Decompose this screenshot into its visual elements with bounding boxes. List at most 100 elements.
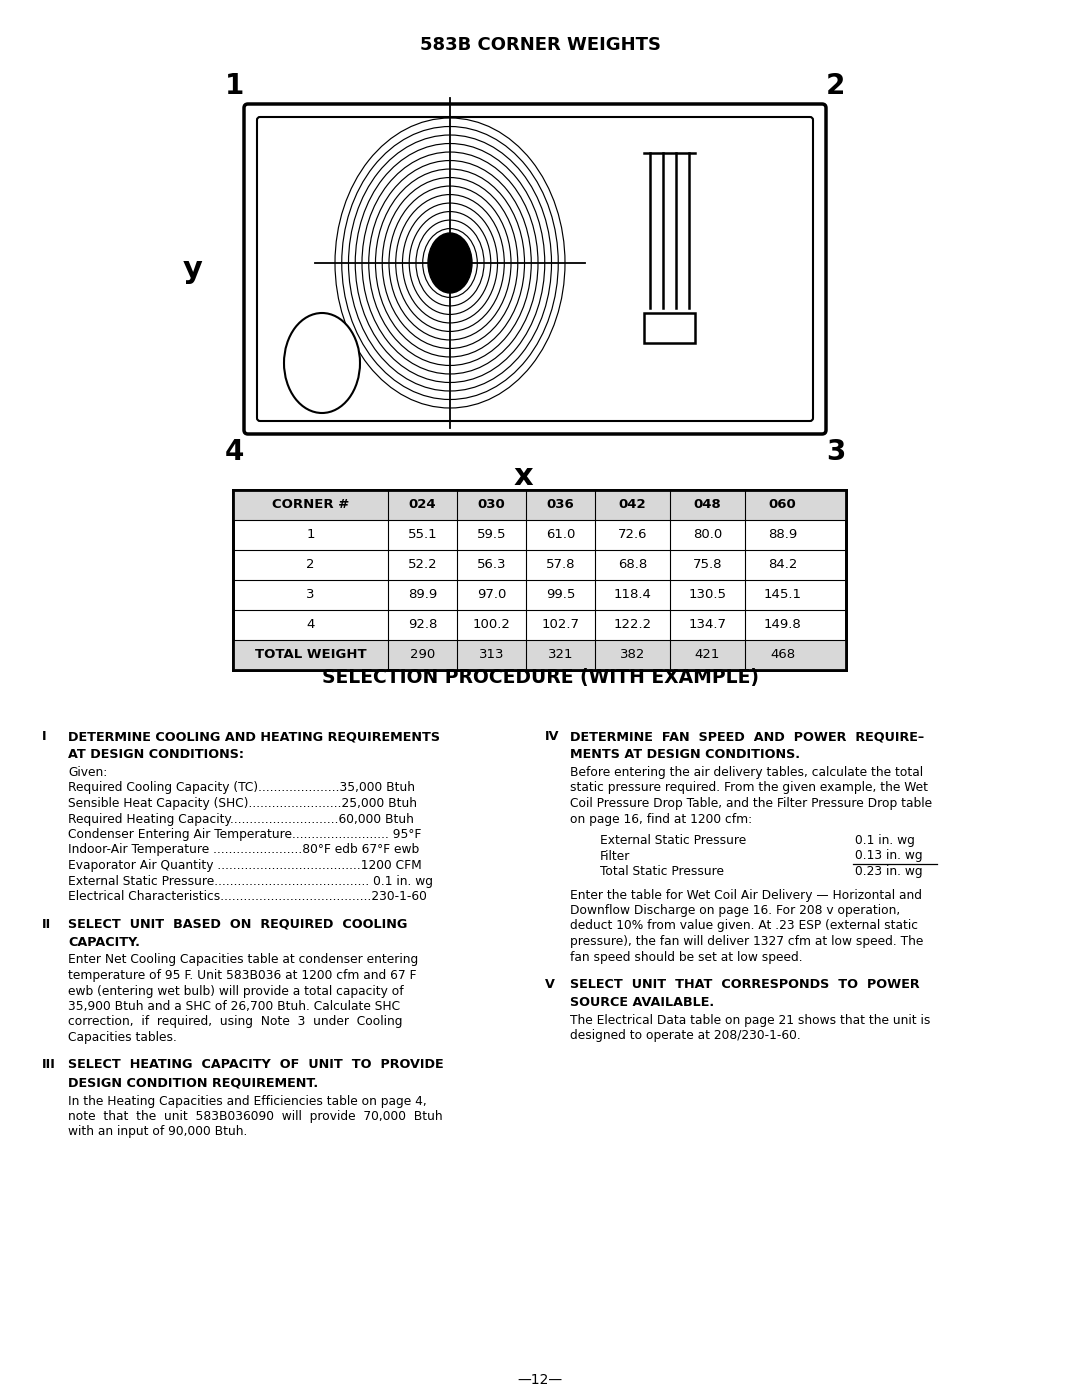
Text: 55.1: 55.1 xyxy=(407,528,437,542)
Text: Electrical Characteristics.......................................230-1-60: Electrical Characteristics..............… xyxy=(68,890,427,902)
Text: Coil Pressure Drop Table, and the Filter Pressure Drop table: Coil Pressure Drop Table, and the Filter… xyxy=(570,798,932,810)
Text: Downflow Discharge on page 16. For 208 v operation,: Downflow Discharge on page 16. For 208 v… xyxy=(570,904,901,916)
Bar xyxy=(644,313,696,344)
Text: 122.2: 122.2 xyxy=(613,619,651,631)
Text: 468: 468 xyxy=(770,648,795,662)
Text: —12—: —12— xyxy=(517,1373,563,1387)
Text: 4: 4 xyxy=(307,619,314,631)
Text: 68.8: 68.8 xyxy=(618,559,647,571)
Text: 2: 2 xyxy=(826,73,846,101)
Text: TOTAL WEIGHT: TOTAL WEIGHT xyxy=(255,648,366,662)
Text: static pressure required. From the given example, the Wet: static pressure required. From the given… xyxy=(570,781,928,795)
Text: 145.1: 145.1 xyxy=(764,588,801,602)
Text: 84.2: 84.2 xyxy=(768,559,797,571)
Text: 030: 030 xyxy=(477,499,505,511)
Text: Total Static Pressure: Total Static Pressure xyxy=(600,865,724,877)
Ellipse shape xyxy=(428,233,472,293)
Text: SELECT  HEATING  CAPACITY  OF  UNIT  TO  PROVIDE
DESIGN CONDITION REQUIREMENT.: SELECT HEATING CAPACITY OF UNIT TO PROVI… xyxy=(68,1059,444,1090)
Text: 0.1 in. wg: 0.1 in. wg xyxy=(855,834,915,847)
Text: 35,900 Btuh and a SHC of 26,700 Btuh. Calculate SHC: 35,900 Btuh and a SHC of 26,700 Btuh. Ca… xyxy=(68,1000,400,1013)
Text: 56.3: 56.3 xyxy=(476,559,507,571)
Text: 92.8: 92.8 xyxy=(408,619,437,631)
Text: External Static Pressure: External Static Pressure xyxy=(600,834,746,847)
Text: SELECTION PROCEDURE (WITH EXAMPLE): SELECTION PROCEDURE (WITH EXAMPLE) xyxy=(322,669,758,687)
Text: 102.7: 102.7 xyxy=(541,619,580,631)
Ellipse shape xyxy=(284,313,360,414)
Text: 0.13 in. wg: 0.13 in. wg xyxy=(855,849,922,862)
Text: 134.7: 134.7 xyxy=(689,619,727,631)
Text: Capacities tables.: Capacities tables. xyxy=(68,1031,177,1044)
Text: fan speed should be set at low speed.: fan speed should be set at low speed. xyxy=(570,950,802,964)
Text: 042: 042 xyxy=(619,499,646,511)
Text: 118.4: 118.4 xyxy=(613,588,651,602)
Bar xyxy=(233,640,846,671)
Text: The Electrical Data table on page 21 shows that the unit is: The Electrical Data table on page 21 sho… xyxy=(570,1014,930,1027)
Text: 72.6: 72.6 xyxy=(618,528,647,542)
Text: Given:: Given: xyxy=(68,766,107,780)
Text: y: y xyxy=(184,254,203,284)
Text: 97.0: 97.0 xyxy=(476,588,507,602)
Text: Before entering the air delivery tables, calculate the total: Before entering the air delivery tables,… xyxy=(570,766,923,780)
Text: correction,  if  required,  using  Note  3  under  Cooling: correction, if required, using Note 3 un… xyxy=(68,1016,403,1028)
Text: temperature of 95 F. Unit 583B036 at 1200 cfm and 67 F: temperature of 95 F. Unit 583B036 at 120… xyxy=(68,970,417,982)
Text: External Static Pressure........................................ 0.1 in. wg: External Static Pressure................… xyxy=(68,875,433,887)
Text: Filter: Filter xyxy=(600,849,631,862)
Text: 89.9: 89.9 xyxy=(408,588,437,602)
Text: DETERMINE COOLING AND HEATING REQUIREMENTS
AT DESIGN CONDITIONS:: DETERMINE COOLING AND HEATING REQUIREMEN… xyxy=(68,731,440,761)
Text: 4: 4 xyxy=(225,439,244,467)
Text: 149.8: 149.8 xyxy=(764,619,801,631)
Text: Sensible Heat Capacity (SHC)........................25,000 Btuh: Sensible Heat Capacity (SHC)............… xyxy=(68,798,417,810)
Text: 060: 060 xyxy=(769,499,796,511)
Text: 0.23 in. wg: 0.23 in. wg xyxy=(855,865,922,877)
Bar xyxy=(233,490,846,671)
Text: 421: 421 xyxy=(694,648,720,662)
Text: pressure), the fan will deliver 1327 cfm at low speed. The: pressure), the fan will deliver 1327 cfm… xyxy=(570,935,923,949)
Text: designed to operate at 208/230-1-60.: designed to operate at 208/230-1-60. xyxy=(570,1030,800,1042)
Text: note  that  the  unit  583B036090  will  provide  70,000  Btuh: note that the unit 583B036090 will provi… xyxy=(68,1111,443,1123)
Text: 2: 2 xyxy=(307,559,314,571)
Text: 024: 024 xyxy=(408,499,436,511)
Text: I: I xyxy=(42,731,46,743)
Text: 57.8: 57.8 xyxy=(545,559,576,571)
Text: 036: 036 xyxy=(546,499,575,511)
Text: 3: 3 xyxy=(307,588,314,602)
FancyBboxPatch shape xyxy=(244,103,826,434)
Text: 382: 382 xyxy=(620,648,645,662)
Text: 52.2: 52.2 xyxy=(407,559,437,571)
Text: 59.5: 59.5 xyxy=(476,528,507,542)
Text: II: II xyxy=(42,918,51,930)
Text: DETERMINE  FAN  SPEED  AND  POWER  REQUIRE–
MENTS AT DESIGN CONDITIONS.: DETERMINE FAN SPEED AND POWER REQUIRE– M… xyxy=(570,731,924,761)
Text: deduct 10% from value given. At .23 ESP (external static: deduct 10% from value given. At .23 ESP … xyxy=(570,919,918,933)
Text: 290: 290 xyxy=(410,648,435,662)
Text: 3: 3 xyxy=(826,439,846,467)
Text: 1: 1 xyxy=(225,73,244,101)
Text: Required Heating Capacity............................60,000 Btuh: Required Heating Capacity...............… xyxy=(68,813,414,826)
Text: Indoor-Air Temperature .......................80°F edb 67°F ewb: Indoor-Air Temperature .................… xyxy=(68,844,419,856)
Text: Condenser Entering Air Temperature......................... 95°F: Condenser Entering Air Temperature......… xyxy=(68,828,421,841)
Text: IV: IV xyxy=(545,731,559,743)
Text: 048: 048 xyxy=(693,499,721,511)
Text: 99.5: 99.5 xyxy=(545,588,576,602)
Text: Enter the table for Wet Coil Air Delivery — Horizontal and: Enter the table for Wet Coil Air Deliver… xyxy=(570,888,922,901)
Text: SELECT  UNIT  THAT  CORRESPONDS  TO  POWER
SOURCE AVAILABLE.: SELECT UNIT THAT CORRESPONDS TO POWER SO… xyxy=(570,978,920,1009)
Text: CORNER #: CORNER # xyxy=(272,499,349,511)
FancyBboxPatch shape xyxy=(257,117,813,420)
Text: 313: 313 xyxy=(478,648,504,662)
Text: 61.0: 61.0 xyxy=(545,528,576,542)
Text: SELECT  UNIT  BASED  ON  REQUIRED  COOLING
CAPACITY.: SELECT UNIT BASED ON REQUIRED COOLING CA… xyxy=(68,918,407,949)
Text: III: III xyxy=(42,1059,56,1071)
Text: 75.8: 75.8 xyxy=(692,559,723,571)
Text: 80.0: 80.0 xyxy=(693,528,723,542)
Text: Evaporator Air Quantity .....................................1200 CFM: Evaporator Air Quantity ................… xyxy=(68,859,422,872)
Bar xyxy=(233,490,846,520)
Text: 88.9: 88.9 xyxy=(768,528,797,542)
Text: 583B CORNER WEIGHTS: 583B CORNER WEIGHTS xyxy=(419,36,661,54)
Text: 130.5: 130.5 xyxy=(689,588,727,602)
Text: x: x xyxy=(514,462,534,490)
Text: V: V xyxy=(545,978,555,990)
Text: Required Cooling Capacity (TC).....................35,000 Btuh: Required Cooling Capacity (TC)..........… xyxy=(68,781,415,795)
Text: on page 16, find at 1200 cfm:: on page 16, find at 1200 cfm: xyxy=(570,813,752,826)
Text: with an input of 90,000 Btuh.: with an input of 90,000 Btuh. xyxy=(68,1126,247,1139)
Text: 1: 1 xyxy=(307,528,314,542)
Text: 100.2: 100.2 xyxy=(473,619,511,631)
